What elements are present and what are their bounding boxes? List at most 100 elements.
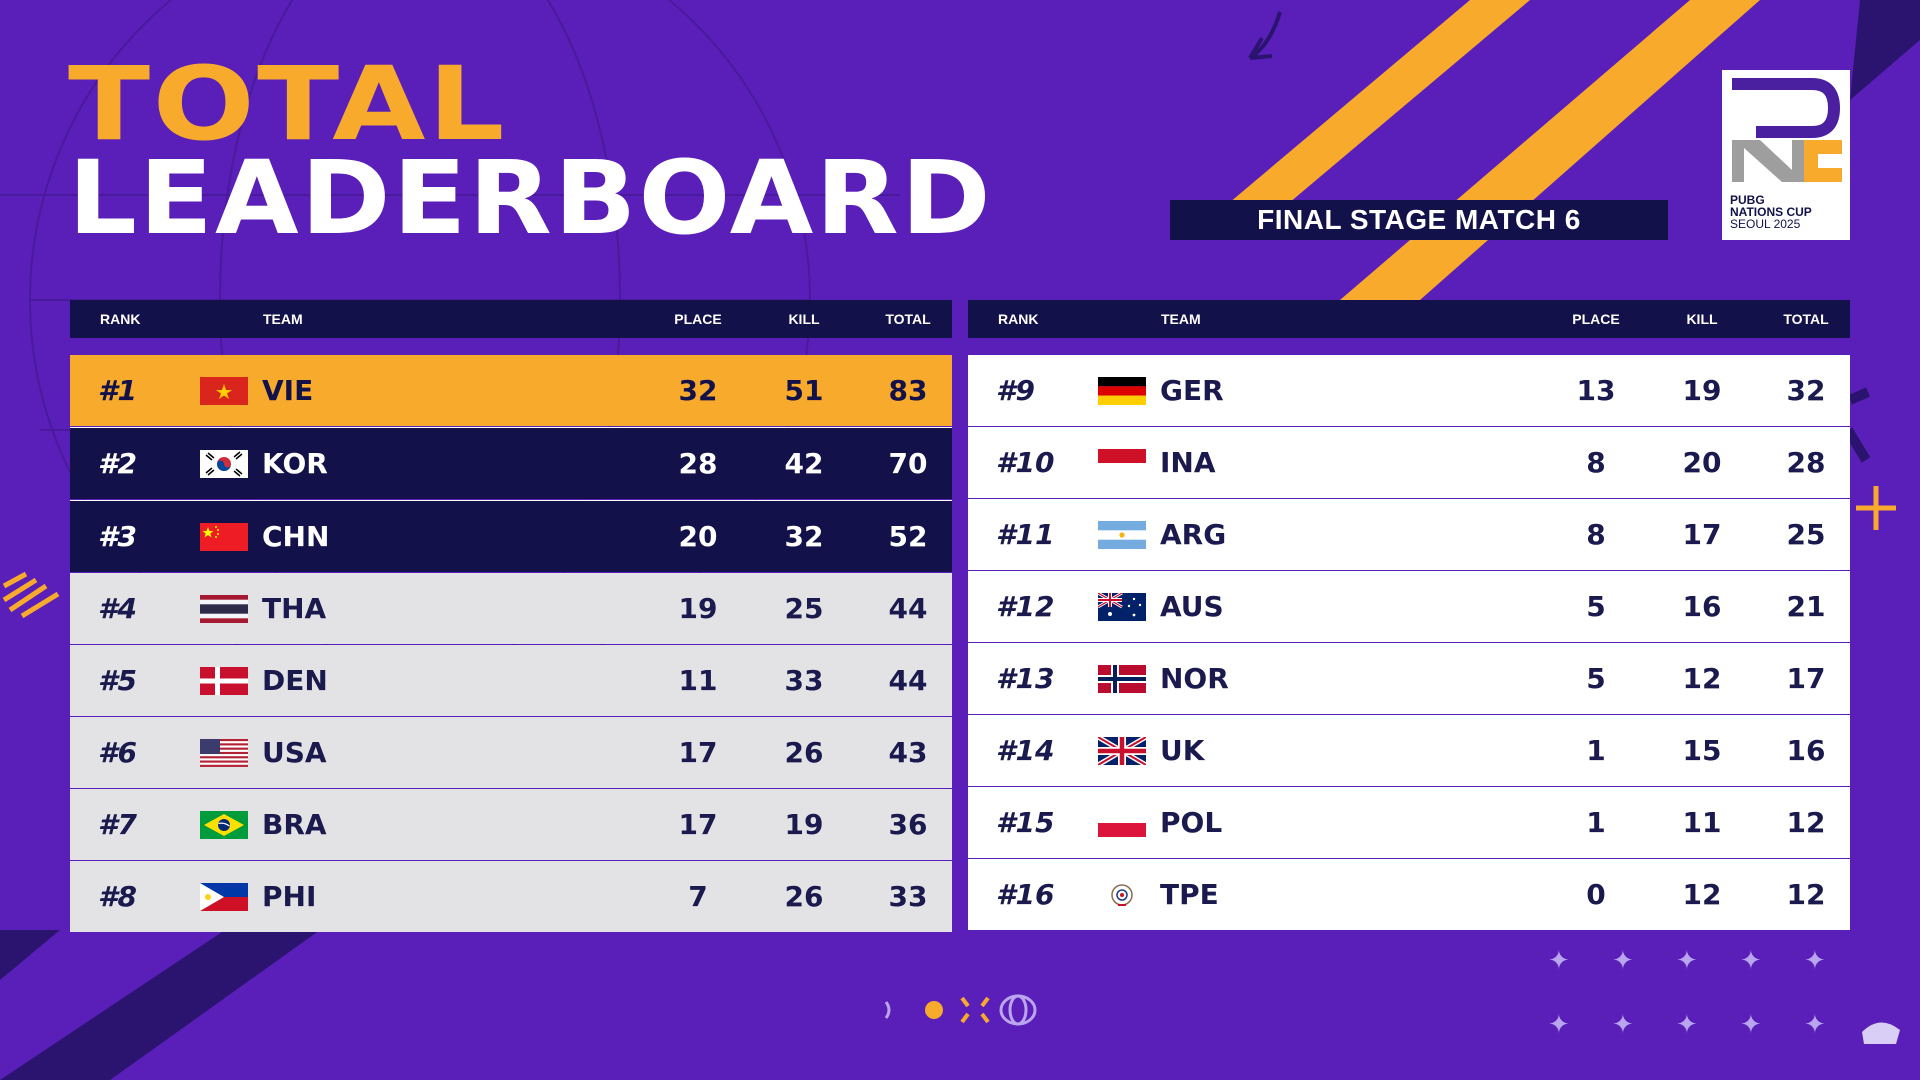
rank-cell: #6	[98, 736, 137, 769]
rank-cell: #14	[996, 734, 1055, 767]
table-row: #13 NOR 5 12 17	[968, 643, 1850, 714]
stage-banner: FINAL STAGE MATCH 6	[1170, 200, 1668, 240]
pnc-logo-icon	[1732, 78, 1842, 182]
table-row: #5 DEN 11 33 44	[70, 645, 952, 716]
usa-flag	[200, 739, 248, 767]
table-body: #9 GER 13 19 32 #10 INA 8 20 28 #11 ARG 8 17 25 #12 AUS 5…	[968, 355, 1850, 930]
total-cell: 33	[888, 880, 928, 913]
header-kill: KILL	[1686, 311, 1718, 327]
team-cell: VIE	[262, 374, 314, 407]
table-row: #14 UK 1 15 16	[968, 715, 1850, 786]
team-cell: GER	[1160, 374, 1224, 407]
argentina-flag	[1098, 521, 1146, 549]
table-row: #11 ARG 8 17 25	[968, 499, 1850, 570]
team-cell: UK	[1160, 734, 1205, 767]
rank-cell: #2	[98, 447, 137, 480]
leaderboard-left: RANK TEAM PLACE KILL TOTAL #1 VIE 32 51 83 #2…	[70, 300, 952, 933]
header-total: TOTAL	[885, 311, 931, 327]
logo-badge: PUBG NATIONS CUP SEOUL 2025	[1722, 70, 1850, 240]
table-row: #2 KOR 28 42 70	[70, 427, 952, 499]
team-cell: NOR	[1160, 662, 1229, 695]
team-cell: INA	[1160, 446, 1216, 479]
place-cell: 0	[1586, 878, 1606, 911]
header-team: TEAM	[1161, 311, 1201, 327]
total-cell: 70	[888, 447, 928, 480]
place-cell: 20	[678, 520, 718, 553]
header-place: PLACE	[674, 311, 722, 327]
title-leaderboard: LEADERBOARD	[68, 139, 993, 258]
total-cell: 12	[1786, 806, 1826, 839]
table-row: #3 CHN 20 32 52	[70, 500, 952, 572]
uk-flag	[1098, 737, 1146, 765]
total-cell: 44	[888, 664, 928, 697]
china-flag	[200, 523, 248, 551]
kill-cell: 26	[784, 736, 824, 769]
rank-cell: #16	[996, 878, 1055, 911]
rank-cell: #10	[996, 446, 1055, 479]
brazil-flag	[200, 811, 248, 839]
poland-flag	[1098, 809, 1146, 837]
place-cell: 19	[678, 592, 718, 625]
table-row: #9 GER 13 19 32	[968, 355, 1850, 426]
place-cell: 13	[1576, 374, 1616, 407]
place-cell: 1	[1586, 734, 1606, 767]
place-cell: 11	[678, 664, 718, 697]
chinese-taipei-flag	[1098, 881, 1146, 909]
header-kill: KILL	[788, 311, 820, 327]
place-cell: 8	[1586, 518, 1606, 551]
total-cell: 36	[888, 808, 928, 841]
norway-flag	[1098, 665, 1146, 693]
table-row: #16 TPE 0 12 12	[968, 859, 1850, 930]
rank-cell: #3	[98, 520, 137, 553]
team-cell: POL	[1160, 806, 1223, 839]
kill-cell: 20	[1682, 446, 1722, 479]
kill-cell: 17	[1682, 518, 1722, 551]
total-cell: 32	[1786, 374, 1826, 407]
rank-cell: #7	[98, 808, 137, 841]
logo-line-1: PUBG	[1730, 193, 1765, 207]
team-cell: THA	[262, 592, 327, 625]
denmark-flag	[200, 667, 248, 695]
total-cell: 21	[1786, 590, 1826, 623]
total-cell: 28	[1786, 446, 1826, 479]
table-header: RANK TEAM PLACE KILL TOTAL	[70, 300, 952, 338]
header-rank: RANK	[100, 311, 141, 327]
table-row: #4 THA 19 25 44	[70, 573, 952, 644]
kill-cell: 12	[1682, 878, 1722, 911]
kill-cell: 19	[1682, 374, 1722, 407]
team-cell: ARG	[1160, 518, 1227, 551]
total-cell: 52	[888, 520, 928, 553]
team-cell: KOR	[262, 447, 328, 480]
philippines-flag	[200, 883, 248, 911]
rank-cell: #13	[996, 662, 1055, 695]
team-cell: BRA	[262, 808, 327, 841]
logo-line-2: NATIONS CUP	[1730, 205, 1812, 219]
total-cell: 44	[888, 592, 928, 625]
kill-cell: 11	[1682, 806, 1722, 839]
rank-cell: #15	[996, 806, 1055, 839]
kill-cell: 25	[784, 592, 824, 625]
kill-cell: 26	[784, 880, 824, 913]
place-cell: 8	[1586, 446, 1606, 479]
table-row: #12 AUS 5 16 21	[968, 571, 1850, 642]
germany-flag	[1098, 377, 1146, 405]
header-place: PLACE	[1572, 311, 1620, 327]
rank-cell: #5	[98, 664, 137, 697]
header-total: TOTAL	[1783, 311, 1829, 327]
title-total: TOTAL	[68, 45, 507, 164]
table-row: #7 BRA 17 19 36	[70, 789, 952, 860]
kill-cell: 51	[784, 374, 824, 407]
team-cell: CHN	[262, 520, 330, 553]
kill-cell: 19	[784, 808, 824, 841]
kill-cell: 15	[1682, 734, 1722, 767]
place-cell: 17	[678, 808, 718, 841]
rank-cell: #4	[98, 592, 137, 625]
team-cell: USA	[262, 736, 327, 769]
logo-line-3: SEOUL 2025	[1730, 217, 1801, 231]
header-team: TEAM	[263, 311, 303, 327]
table-row: #6 USA 17 26 43	[70, 717, 952, 788]
rank-cell: #12	[996, 590, 1055, 623]
total-cell: 43	[888, 736, 928, 769]
place-cell: 7	[688, 880, 708, 913]
table-row: #15 POL 1 11 12	[968, 787, 1850, 858]
